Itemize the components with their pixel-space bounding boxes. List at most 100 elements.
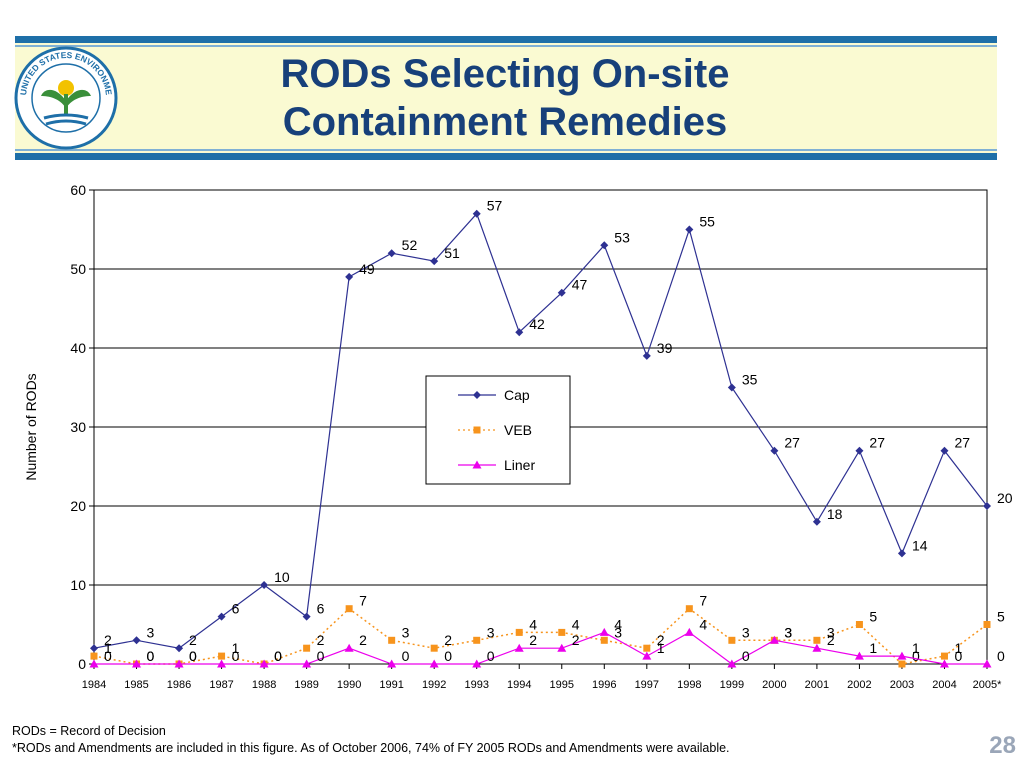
cap-data-label: 47 xyxy=(572,277,588,293)
x-tick-label: 1985 xyxy=(124,679,148,691)
x-tick-label: 2001 xyxy=(805,679,829,691)
liner-point xyxy=(897,651,907,660)
liner-data-label: 0 xyxy=(444,648,452,664)
liner-point xyxy=(812,643,822,652)
cap-point xyxy=(430,257,439,266)
veb-point xyxy=(940,652,948,660)
y-tick-label: 60 xyxy=(70,182,86,198)
cap-point xyxy=(472,209,481,218)
cap-point xyxy=(90,644,98,653)
liner-data-label: 4 xyxy=(699,616,707,632)
liner-data-label: 0 xyxy=(487,648,495,664)
y-axis-label: Number of RODs xyxy=(23,373,39,480)
liner-data-label: 0 xyxy=(317,648,325,664)
veb-data-label: 0 xyxy=(147,648,155,664)
veb-data-label: 4 xyxy=(529,616,537,632)
x-tick-label: 1993 xyxy=(464,679,488,691)
liner-data-label: 0 xyxy=(997,648,1005,664)
cap-data-label: 18 xyxy=(827,506,843,522)
veb-point xyxy=(600,636,608,644)
liner-point xyxy=(854,651,864,660)
x-tick-label: 1995 xyxy=(550,679,574,691)
cap-point xyxy=(132,636,141,645)
cap-data-label: 14 xyxy=(912,537,928,553)
cap-data-label: 3 xyxy=(147,624,155,640)
veb-data-label: 0 xyxy=(274,648,282,664)
x-tick-label: 1986 xyxy=(167,679,191,691)
cap-data-label: 10 xyxy=(274,569,290,585)
liner-point xyxy=(684,627,694,636)
liner-point xyxy=(472,659,482,668)
cap-data-label: 2 xyxy=(104,632,112,648)
veb-data-label: 3 xyxy=(402,624,410,640)
cap-point xyxy=(855,446,864,455)
veb-data-label: 3 xyxy=(487,624,495,640)
y-tick-label: 30 xyxy=(70,419,86,435)
liner-data-label: 3 xyxy=(784,624,792,640)
cap-point xyxy=(940,446,949,455)
x-tick-label: 1996 xyxy=(592,679,616,691)
cap-point xyxy=(175,644,184,653)
liner-data-label: 4 xyxy=(614,616,622,632)
x-tick-label: 1984 xyxy=(82,679,106,691)
liner-data-label: 0 xyxy=(742,648,750,664)
x-tick-label: 1998 xyxy=(677,679,701,691)
plot-area xyxy=(93,189,988,665)
cap-point xyxy=(345,272,354,281)
cap-point xyxy=(983,502,991,510)
footnote-rod-definition: RODs = Record of Decision xyxy=(12,724,166,738)
y-tick-label: 20 xyxy=(70,498,86,514)
veb-data-label: 3 xyxy=(827,624,835,640)
liner-point xyxy=(727,659,737,668)
series-line-liner xyxy=(94,631,987,665)
legend-label-cap: Cap xyxy=(504,387,530,403)
liner-point xyxy=(429,659,439,668)
veb-point xyxy=(983,621,991,628)
cap-point xyxy=(812,517,821,526)
veb-data-label: 4 xyxy=(572,616,580,632)
legend-box xyxy=(425,375,571,485)
liner-point xyxy=(344,643,354,652)
cap-data-label: 39 xyxy=(657,340,673,356)
liner-point xyxy=(557,643,567,652)
veb-data-label: 2 xyxy=(317,632,325,648)
liner-data-label: 0 xyxy=(147,648,155,664)
y-tick-label: 50 xyxy=(70,261,86,277)
y-tick-label: 40 xyxy=(70,340,86,356)
liner-data-label: 1 xyxy=(869,640,877,656)
cap-data-label: 35 xyxy=(742,372,758,388)
legend-marker-cap xyxy=(473,391,481,399)
cap-point xyxy=(897,549,906,558)
liner-point xyxy=(174,659,184,668)
veb-data-label: 3 xyxy=(614,624,622,640)
x-tick-label: 2003 xyxy=(890,679,914,691)
veb-point xyxy=(345,605,353,613)
liner-data-label: 2 xyxy=(827,632,835,648)
veb-data-label: 3 xyxy=(742,624,750,640)
cap-data-label: 51 xyxy=(444,245,460,261)
veb-point xyxy=(430,644,438,652)
cap-data-label: 27 xyxy=(869,435,885,451)
cap-data-label: 6 xyxy=(317,601,325,617)
veb-point xyxy=(515,628,523,636)
liner-point xyxy=(217,659,227,668)
cap-point xyxy=(260,581,269,589)
liner-data-label: 0 xyxy=(104,648,112,664)
slide-title-line1: RODs Selecting On-site xyxy=(280,52,730,96)
liner-point xyxy=(599,627,609,636)
liner-point xyxy=(387,659,397,668)
veb-point xyxy=(813,636,821,644)
cap-point xyxy=(727,383,736,392)
cap-point xyxy=(387,249,396,258)
liner-data-label: 2 xyxy=(529,632,537,648)
liner-point xyxy=(302,659,312,668)
x-tick-label: 1992 xyxy=(422,679,446,691)
cap-point xyxy=(642,351,651,360)
liner-point xyxy=(982,659,992,668)
x-tick-label: 1988 xyxy=(252,679,276,691)
liner-data-label: 2 xyxy=(572,632,580,648)
x-tick-label: 1987 xyxy=(209,679,233,691)
veb-point xyxy=(218,652,226,660)
cap-data-label: 53 xyxy=(614,229,630,245)
